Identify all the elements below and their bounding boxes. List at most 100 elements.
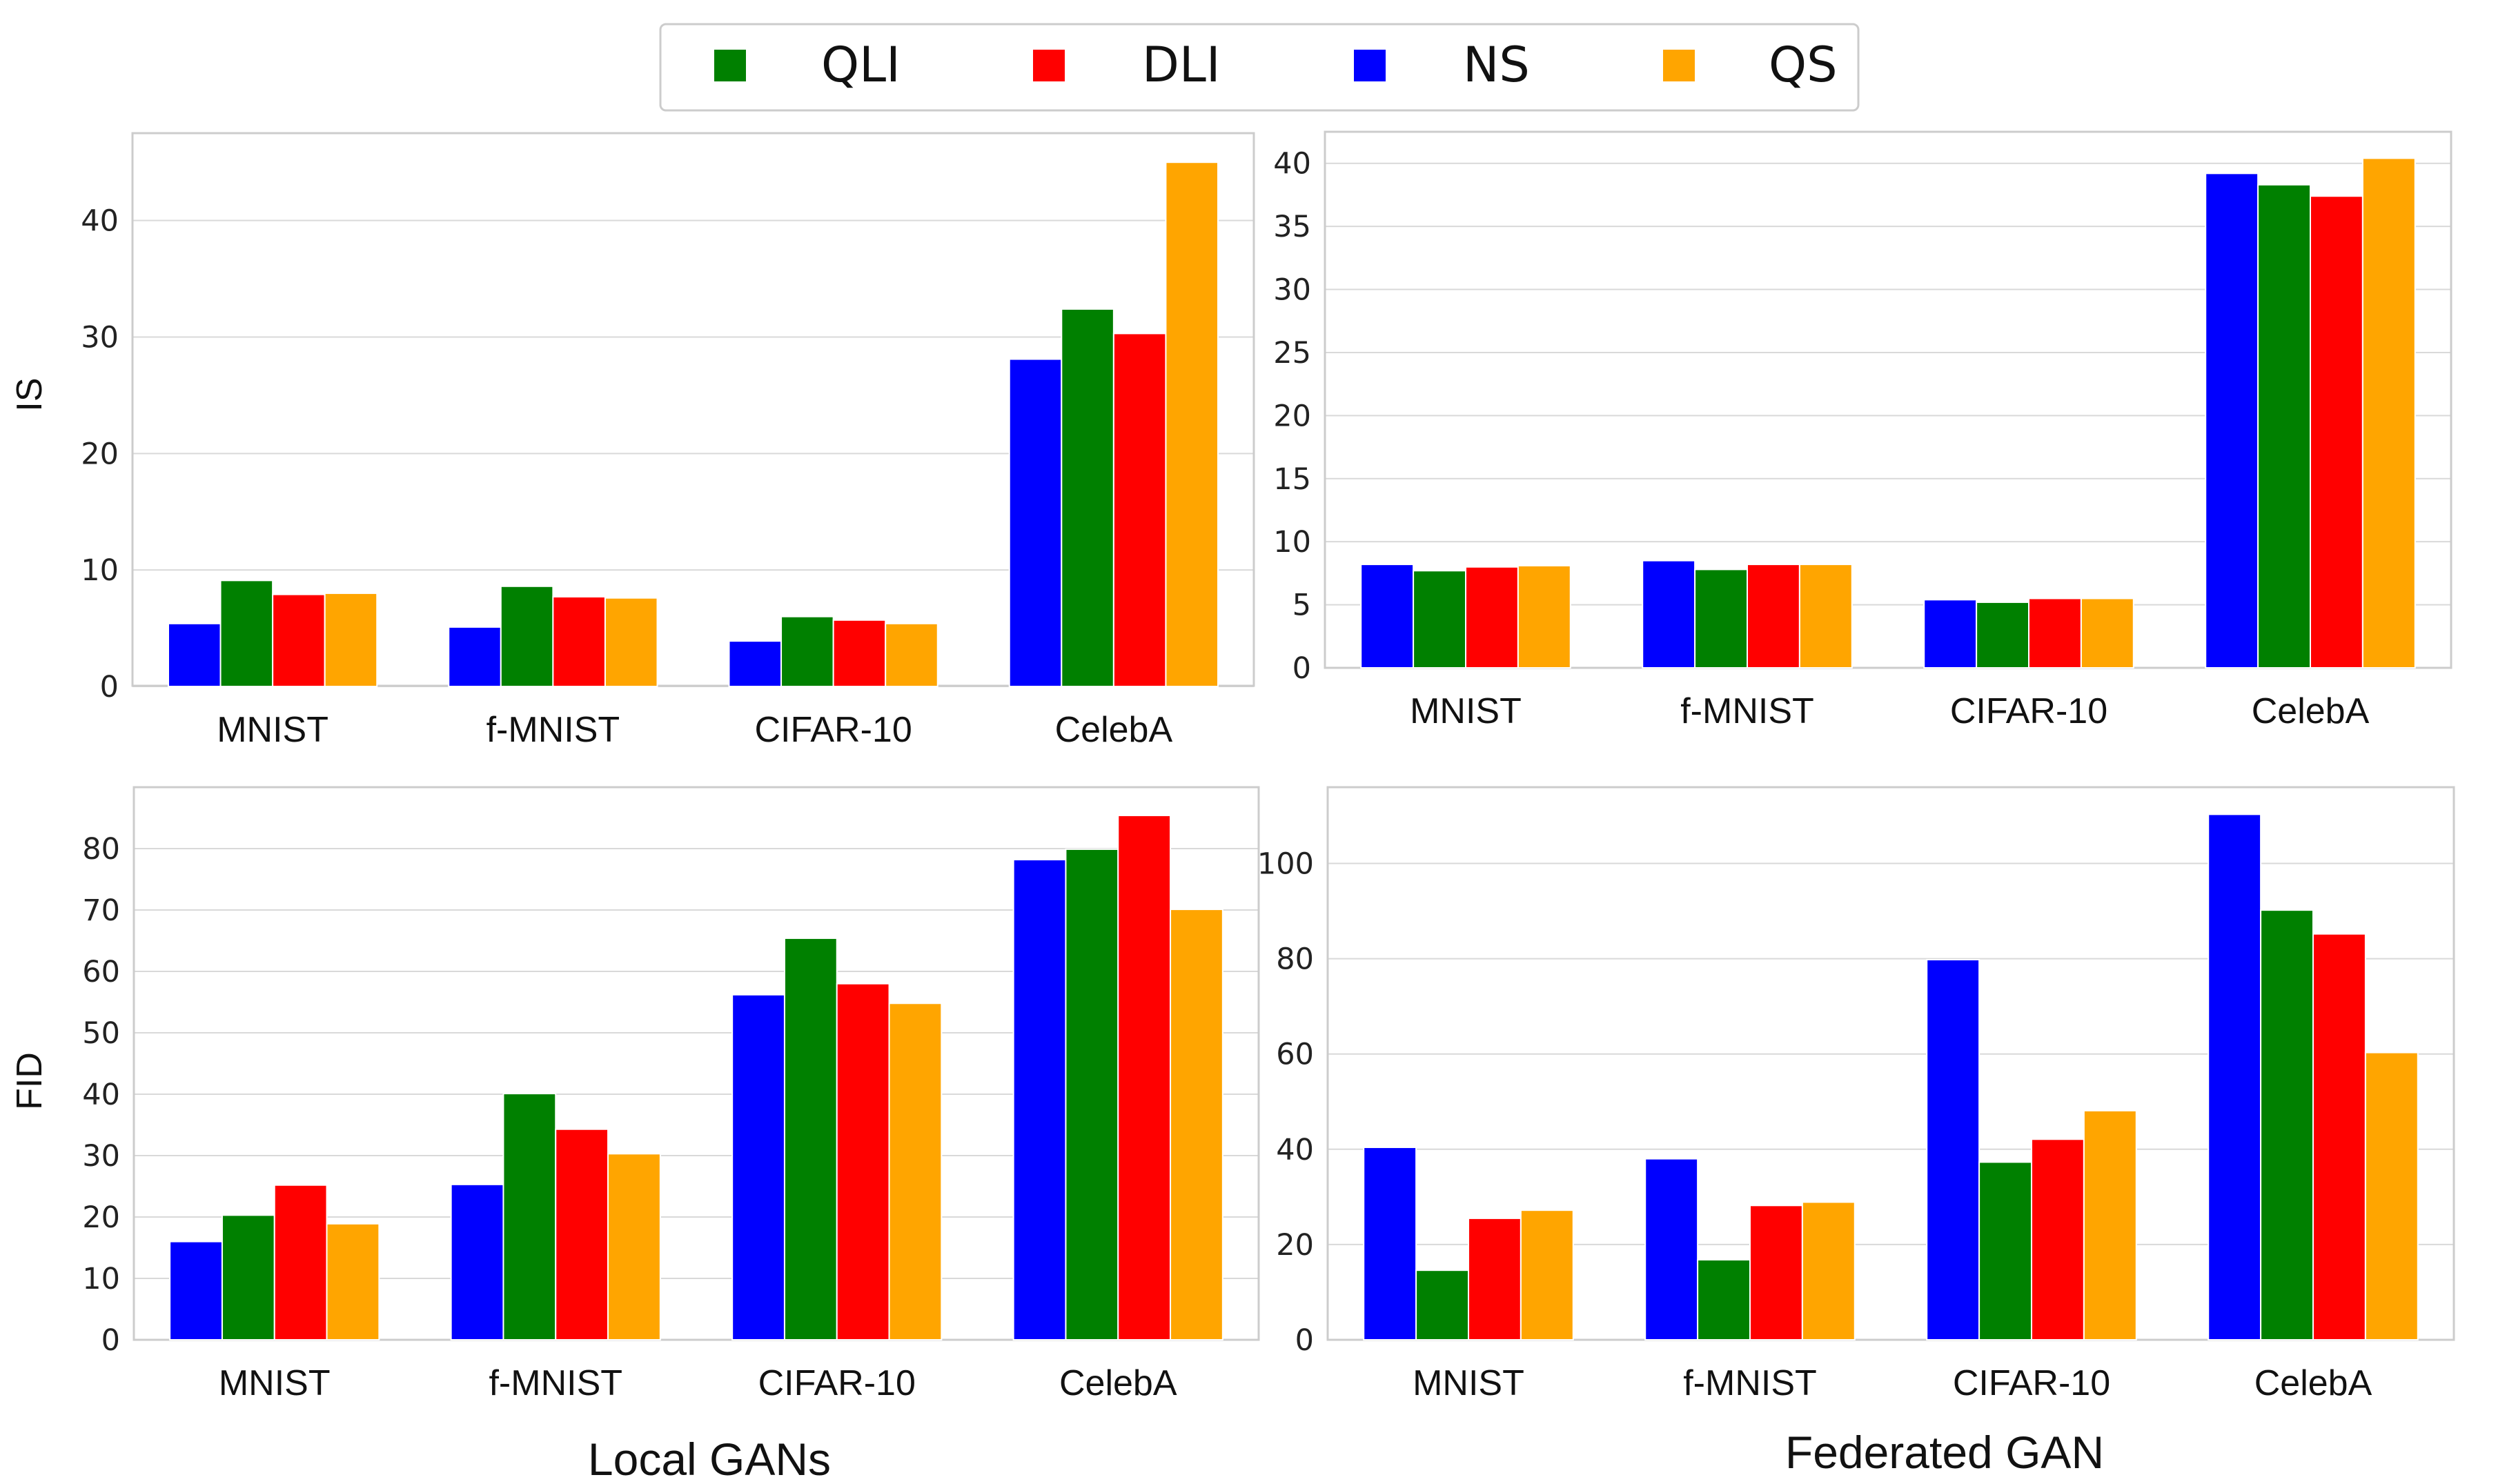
bar-qli-cifar-10 <box>1978 1161 2033 1340</box>
bar-dli-cifar-10 <box>836 982 890 1341</box>
bar-qs-f-mnist <box>1798 564 1853 669</box>
y-tick-label: 20 <box>82 1200 120 1235</box>
bar-qli-celeba <box>1061 308 1114 687</box>
bar-qli-mnist <box>219 580 274 688</box>
y-tick-label: 5 <box>1292 588 1311 623</box>
y-tick-label: 30 <box>81 320 119 355</box>
caption-federated-gan: Federated GAN <box>1785 1427 2104 1478</box>
bar-dli-mnist <box>1468 1217 1522 1340</box>
plot-frame <box>132 786 1260 1341</box>
bar-ns-mnist <box>168 622 222 687</box>
y-axis-label-is: IS <box>10 377 50 411</box>
x-tick-label: MNIST <box>219 1363 331 1403</box>
x-tick-label: CelebA <box>2254 1363 2372 1403</box>
bar-dli-cifar-10 <box>832 619 887 688</box>
plot-frame <box>131 132 1255 687</box>
y-axis-label-fid: FID <box>10 1052 50 1110</box>
y-tick-label: 80 <box>82 832 120 867</box>
bar-dli-f-mnist <box>1749 1205 1803 1341</box>
bar-qs-cifar-10 <box>2083 1109 2137 1340</box>
bar-qs-cifar-10 <box>885 622 938 687</box>
bar-dli-celeba <box>2312 933 2366 1340</box>
bar-qli-celeba <box>2257 184 2312 669</box>
x-tick-label: f-MNIST <box>486 710 620 750</box>
bar-qs-f-mnist <box>607 1153 661 1340</box>
bar-dli-f-mnist <box>1747 564 1800 669</box>
bar-ns-mnist <box>1363 1147 1417 1340</box>
x-tick-label: CelebA <box>1059 1363 1177 1403</box>
plot-frame <box>1324 130 2452 669</box>
bar-qs-celeba <box>1170 909 1223 1340</box>
y-tick-label: 0 <box>1292 651 1311 686</box>
y-tick-label: 100 <box>1257 847 1314 881</box>
bar-qs-f-mnist <box>604 597 658 687</box>
y-tick-label: 50 <box>82 1016 120 1051</box>
y-tick-label: 40 <box>81 204 119 239</box>
bar-ns-f-mnist <box>1644 1158 1699 1340</box>
bar-ns-mnist <box>169 1240 223 1340</box>
bar-qs-celeba <box>2361 157 2416 669</box>
bar-ns-cifar-10 <box>731 993 785 1340</box>
x-tick-label: f-MNIST <box>1680 691 1814 731</box>
y-tick-label: 25 <box>1273 336 1311 370</box>
x-tick-label: CIFAR-10 <box>758 1363 916 1403</box>
x-tick-label: MNIST <box>1413 1363 1524 1403</box>
bar-ns-mnist <box>1360 564 1415 669</box>
y-tick-label: 40 <box>82 1078 120 1112</box>
legend-swatch-qs <box>1663 50 1695 81</box>
bar-dli-mnist <box>272 593 326 688</box>
y-tick-label: 80 <box>1276 942 1314 977</box>
bar-dli-f-mnist <box>552 595 606 687</box>
legend-frame <box>659 23 1860 112</box>
bar-ns-cifar-10 <box>728 640 783 687</box>
legend-swatch-ns <box>1354 50 1386 81</box>
legend-swatch-dli <box>1033 50 1065 81</box>
bar-qs-mnist <box>326 1223 380 1341</box>
y-tick-label: 10 <box>1273 525 1311 560</box>
bar-qli-mnist <box>221 1214 275 1340</box>
bar-qs-mnist <box>1520 1209 1574 1341</box>
y-tick-label: 15 <box>1273 462 1311 497</box>
x-tick-label: CIFAR-10 <box>1950 691 2107 731</box>
bar-qli-cifar-10 <box>1976 601 2030 669</box>
x-tick-label: f-MNIST <box>1683 1363 1817 1403</box>
bar-dli-mnist <box>1465 566 1519 669</box>
x-tick-label: CelebA <box>2252 691 2370 731</box>
bar-ns-celeba <box>1008 358 1063 688</box>
legend: QLI DLI NS QS <box>659 23 1860 112</box>
y-tick-label: 20 <box>1276 1228 1314 1263</box>
bar-ns-celeba <box>1012 859 1067 1340</box>
bar-ns-celeba <box>2208 813 2262 1340</box>
chart-federated-is: 0 5 10 15 20 25 30 35 40 MNIST f-MNIST CIFAR-10 Cele… <box>1273 130 2452 731</box>
legend-label-dli: DLI <box>1142 37 1221 93</box>
chart-local-fid: 0 10 20 30 40 50 60 70 80 MNIST f-MNIST CIFAR-10 Cel… <box>82 786 1260 1403</box>
chart-local-is: 0 10 20 30 40 MNIST f-MNIST CIFAR-10 CelebA <box>81 132 1255 750</box>
bar-qli-cifar-10 <box>780 615 834 688</box>
bar-qs-celeba <box>2364 1051 2419 1341</box>
bar-qli-mnist <box>1413 570 1467 669</box>
bar-qli-f-mnist <box>1697 1258 1751 1341</box>
y-tick-label: 30 <box>82 1139 120 1174</box>
x-tick-label: CelebA <box>1055 710 1173 750</box>
bar-qs-mnist <box>1517 564 1571 669</box>
legend-label-ns: NS <box>1463 37 1530 93</box>
plot-frame <box>1326 786 2455 1341</box>
y-tick-label: 40 <box>1276 1133 1314 1167</box>
bar-dli-celeba <box>1117 814 1172 1340</box>
bar-qli-mnist <box>1415 1269 1470 1340</box>
y-tick-label: 20 <box>1273 399 1311 433</box>
x-tick-label: CIFAR-10 <box>754 710 912 750</box>
legend-label-qli: QLI <box>821 37 901 93</box>
bar-qs-f-mnist <box>1801 1201 1856 1341</box>
bar-qs-cifar-10 <box>888 1002 943 1341</box>
bar-qli-celeba <box>1065 848 1119 1340</box>
bar-ns-f-mnist <box>450 1183 504 1340</box>
y-tick-label: 35 <box>1273 210 1311 244</box>
bar-qli-celeba <box>2260 909 2314 1340</box>
y-tick-label: 60 <box>1276 1038 1314 1072</box>
bar-qs-cifar-10 <box>2080 597 2134 669</box>
x-tick-label: CIFAR-10 <box>1953 1363 2110 1403</box>
y-tick-label: 10 <box>81 553 119 588</box>
y-tick-label: 0 <box>1295 1323 1314 1358</box>
